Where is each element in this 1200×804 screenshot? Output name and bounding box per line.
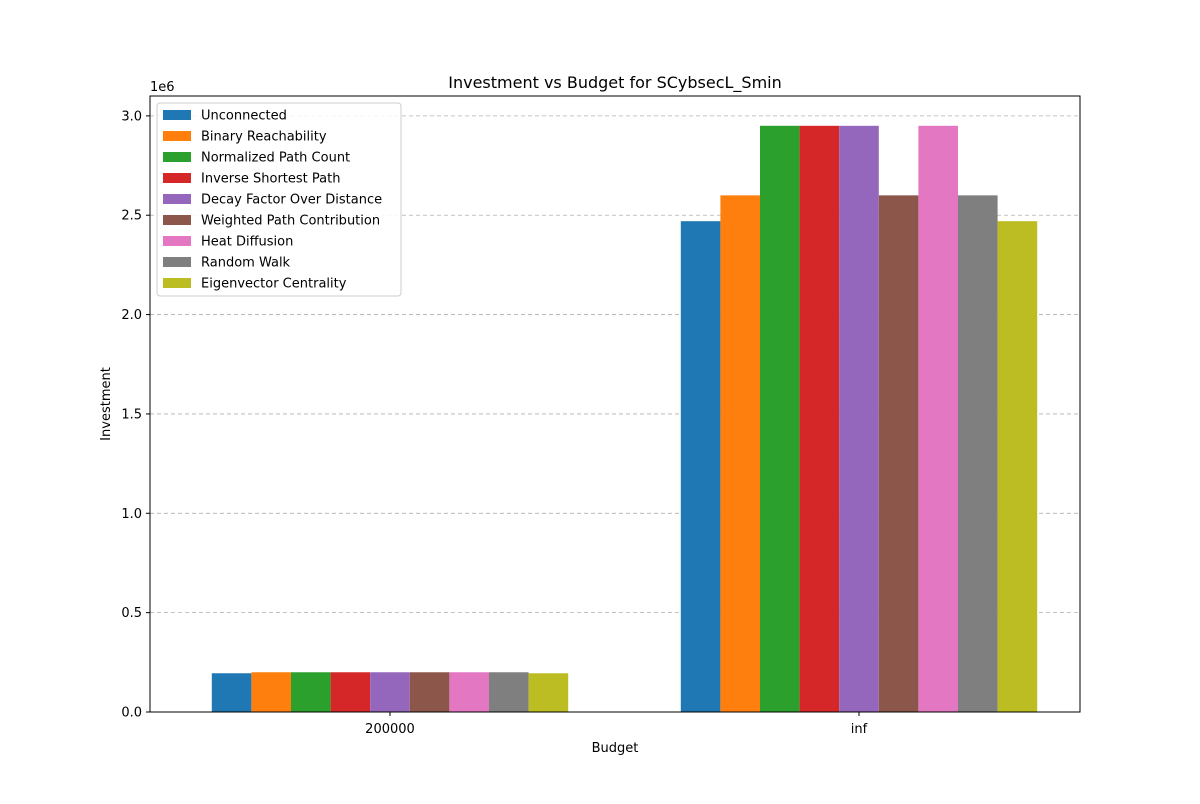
bar xyxy=(291,672,331,712)
bar xyxy=(528,673,569,712)
legend-swatch xyxy=(163,236,191,246)
legend-swatch xyxy=(163,131,191,141)
legend-label: Binary Reachability xyxy=(201,130,327,145)
legend-swatch xyxy=(163,194,191,204)
legend-label: Heat Diffusion xyxy=(201,235,293,250)
legend: Unconnected Binary Reachability Normalized… xyxy=(156,102,402,297)
y-tick-label: 0.0 xyxy=(121,706,142,721)
bar xyxy=(760,125,800,712)
legend-label: Random Walk xyxy=(201,256,291,271)
y-axis-scale-label: 1e6 xyxy=(150,80,175,95)
plot-frame xyxy=(149,95,1081,713)
x-axis: 200000 inf xyxy=(365,712,868,737)
x-tick-label: 200000 xyxy=(365,722,415,737)
bar xyxy=(370,672,410,712)
bar xyxy=(799,125,840,712)
bar xyxy=(449,672,489,712)
bar xyxy=(211,673,252,712)
bar xyxy=(720,195,760,712)
bar xyxy=(409,672,450,712)
y-tick-label: 3.0 xyxy=(121,109,142,124)
bar xyxy=(918,125,958,712)
legend-label: Weighted Path Contribution xyxy=(201,214,380,229)
legend-label: Unconnected xyxy=(201,109,287,124)
legend-label: Eigenvector Centrality xyxy=(201,277,347,292)
legend-swatch xyxy=(163,215,191,225)
bar xyxy=(958,195,998,712)
y-axis: 0.0 0.5 1.0 1.5 2.0 2.5 3.0 xyxy=(121,109,150,721)
x-axis-label: Budget xyxy=(592,741,639,756)
bars xyxy=(211,125,1038,712)
bar xyxy=(330,672,371,712)
y-tick-label: 1.0 xyxy=(121,507,142,522)
legend-label: Decay Factor Over Distance xyxy=(201,193,382,208)
legend-swatch xyxy=(163,278,191,288)
bar xyxy=(997,221,1038,712)
y-tick-label: 2.5 xyxy=(121,209,142,224)
legend-box xyxy=(156,102,402,297)
legend-swatch xyxy=(163,152,191,162)
legend-swatch xyxy=(163,257,191,267)
bar xyxy=(839,125,879,712)
chart-title: Investment vs Budget for SCybsecL_Smin xyxy=(448,73,782,93)
y-axis-label: Investment xyxy=(99,367,114,441)
bar xyxy=(878,195,919,712)
y-tick-label: 2.0 xyxy=(121,308,142,323)
legend-label: Normalized Path Count xyxy=(201,151,350,166)
y-tick-label: 1.5 xyxy=(121,407,142,422)
x-tick-label: inf xyxy=(851,722,868,737)
legend-swatch xyxy=(163,110,191,120)
y-tick-label: 0.5 xyxy=(121,606,142,621)
legend-swatch xyxy=(163,173,191,183)
bar xyxy=(489,672,529,712)
legend-label: Inverse Shortest Path xyxy=(201,172,340,187)
bar xyxy=(680,221,721,712)
bar xyxy=(251,672,291,712)
